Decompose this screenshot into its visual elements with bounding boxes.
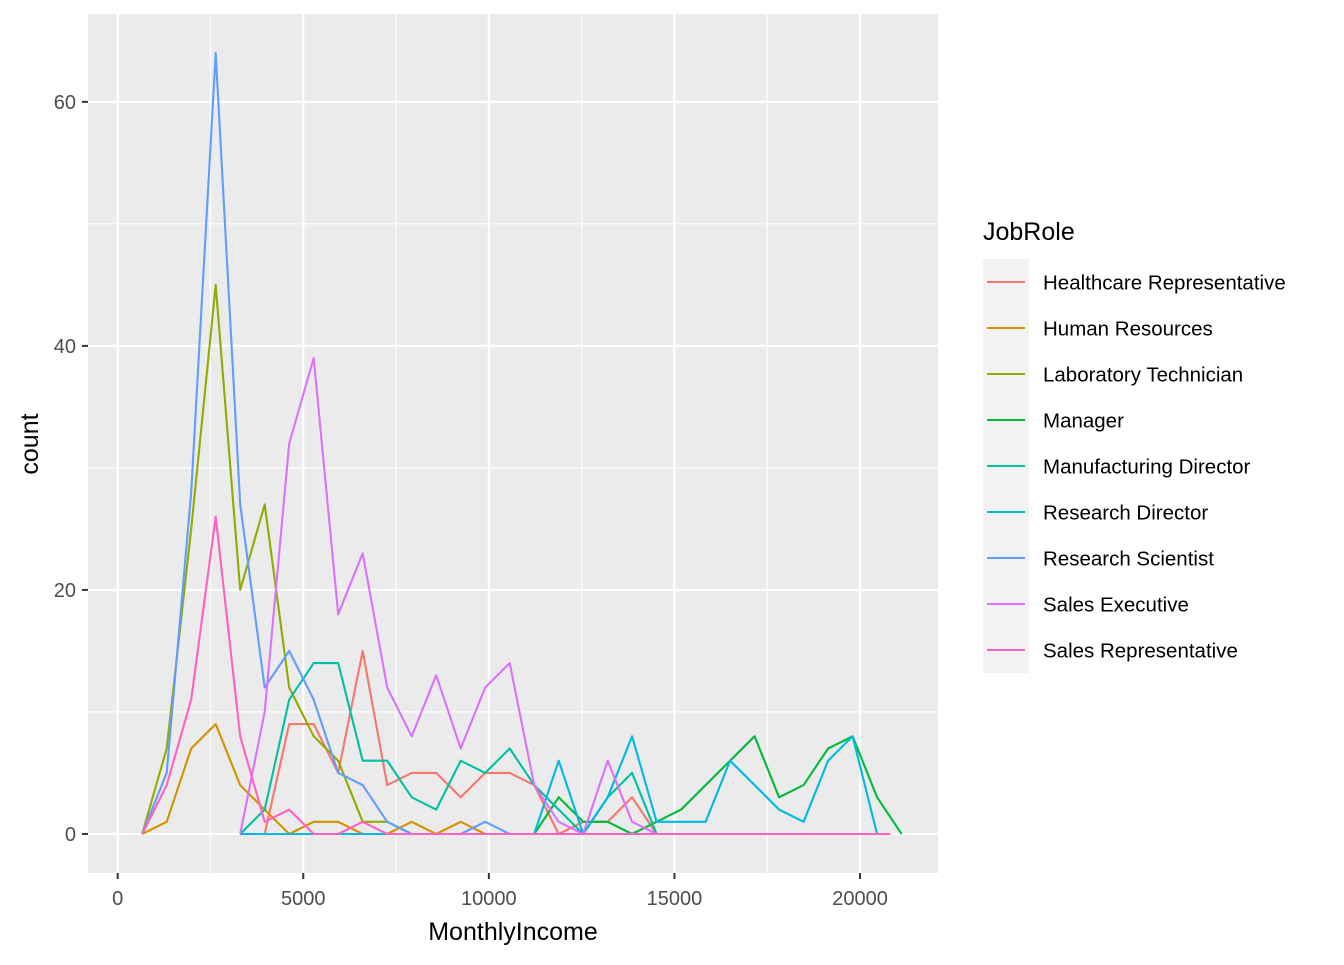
series-line-human-resources: [141, 723, 891, 836]
series-line-research-scientist: [141, 51, 891, 836]
x-axis-title: MonthlyIncome: [428, 918, 598, 946]
x-tick-label: 15000: [647, 888, 703, 910]
y-tick-label: 20: [54, 580, 76, 602]
series-line-manager: [533, 735, 903, 836]
legend-label-research-scientist: Research Scientist: [1043, 548, 1214, 571]
legend-label-human-resources: Human Resources: [1043, 318, 1213, 341]
legend: JobRole Healthcare Representative Human R…: [983, 218, 1286, 673]
series-line-sales-executive: [239, 357, 891, 836]
legend-title: JobRole: [983, 218, 1075, 246]
legend-label-healthcare-representative: Healthcare Representative: [1043, 272, 1286, 295]
x-tick-label: 5000: [281, 888, 326, 910]
axes-layer: 0 5000 10000 15000 20000 0 20 40 60: [54, 92, 888, 910]
legend-label-laboratory-technician: Laboratory Technician: [1043, 364, 1243, 387]
x-tick-label: 10000: [461, 888, 517, 910]
legend-label-research-director: Research Director: [1043, 502, 1208, 525]
legend-label-manufacturing-director: Manufacturing Director: [1043, 456, 1251, 479]
series-line-healthcare-representative: [240, 649, 891, 836]
series-line-sales-representative: [141, 515, 891, 836]
legend-label-sales-executive: Sales Executive: [1043, 594, 1189, 617]
y-tick-label: 40: [54, 336, 76, 358]
series-line-research-director: [240, 735, 879, 836]
legend-label-manager: Manager: [1043, 410, 1124, 433]
legend-label-sales-representative: Sales Representative: [1043, 640, 1238, 663]
x-tick-label: 20000: [832, 888, 888, 910]
y-axis-title: count: [16, 413, 44, 474]
y-tick-label: 60: [54, 92, 76, 114]
y-tick-label: 0: [65, 824, 76, 846]
series-layer: [141, 51, 903, 836]
x-tick-label: 0: [112, 888, 123, 910]
plot-panel: [88, 14, 938, 873]
legend-items: Healthcare Representative Human Resources…: [983, 259, 1286, 673]
